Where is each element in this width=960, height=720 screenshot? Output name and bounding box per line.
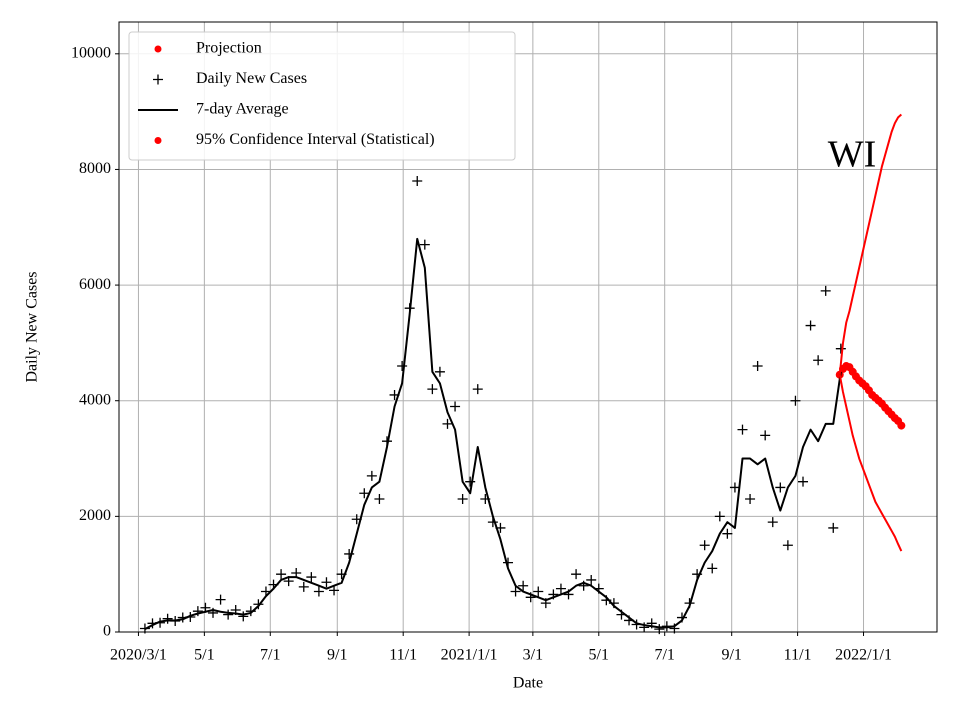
case-point [813, 355, 824, 366]
legend-marker [154, 45, 162, 53]
legend-label: 95% Confidence Interval (Statistical) [196, 131, 435, 148]
legend-marker [154, 137, 162, 144]
case-point [427, 384, 438, 395]
legend-box [128, 31, 516, 161]
case-point [162, 613, 173, 624]
case-point [790, 395, 801, 406]
case-point [412, 176, 423, 187]
y-tick-label: 10000 [71, 44, 111, 61]
legend: Projection Daily New Cases 7-day Average 95… [128, 31, 516, 161]
case-point [457, 494, 468, 505]
case-point [344, 548, 355, 559]
legend-label: Daily New Cases [196, 70, 307, 87]
case-point [518, 580, 529, 591]
projection-point [897, 421, 906, 430]
case-point [835, 343, 846, 354]
x-tick-label: 2020/3/1 [110, 647, 167, 664]
x-tick-label: 2022/1/1 [835, 647, 892, 664]
x-tick-label: 5/1 [589, 647, 609, 664]
case-point [397, 361, 408, 372]
case-point [510, 586, 521, 597]
x-axis-label: Date [513, 675, 543, 692]
case-point [714, 511, 725, 522]
case-point [555, 583, 566, 594]
case-point [820, 285, 831, 296]
x-tick-label: 3/1 [523, 647, 543, 664]
axes-layer: 0 2000 4000 6000 8000 10000 2020/3/1 5/1 7/1 9/1 1… [71, 44, 892, 663]
case-point [729, 482, 740, 493]
case-point [737, 424, 748, 435]
case-point [298, 581, 309, 592]
x-tick-label: 7/1 [260, 647, 280, 664]
case-point [359, 488, 370, 499]
case-point [775, 482, 786, 493]
case-point [306, 572, 317, 583]
case-point [253, 599, 264, 610]
plot-frame [118, 21, 938, 633]
legend-marker [153, 74, 163, 85]
case-point [465, 476, 476, 487]
x-tick-label: 11/1 [389, 647, 417, 664]
case-point [707, 563, 718, 574]
case-point [752, 361, 763, 372]
case-point [533, 586, 544, 597]
legend-label: 7-day Average [196, 101, 289, 118]
case-point [276, 569, 287, 580]
y-tick-label: 6000 [79, 276, 111, 293]
case-point [366, 470, 377, 481]
average-line [144, 237, 842, 630]
x-tick-label: 9/1 [327, 647, 347, 664]
x-tick-label: 7/1 [654, 647, 674, 664]
case-point [699, 540, 710, 551]
case-point [760, 430, 771, 441]
case-point [329, 585, 340, 596]
case-point [419, 239, 430, 250]
case-point [238, 611, 249, 622]
ci-upper [838, 113, 903, 375]
y-tick-label: 8000 [79, 160, 111, 177]
case-point [745, 494, 756, 505]
case-point [450, 401, 461, 412]
case-point [828, 522, 839, 533]
x-tick-label: 9/1 [721, 647, 741, 664]
case-point [313, 586, 324, 597]
case-point [215, 594, 226, 605]
case-point [321, 577, 332, 588]
case-point [442, 418, 453, 429]
case-point [805, 320, 816, 331]
y-tick-label: 0 [103, 623, 111, 640]
x-tick-label: 11/1 [784, 647, 812, 664]
case-point [798, 476, 809, 487]
case-point [722, 528, 733, 539]
annotation: WI [828, 134, 877, 176]
case-point [374, 494, 385, 505]
case-point [223, 609, 234, 620]
x-tick-label: 5/1 [194, 647, 214, 664]
case-point [571, 569, 582, 580]
case-point [472, 384, 483, 395]
ci-lower [838, 374, 903, 552]
case-point [782, 540, 793, 551]
case-point [767, 517, 778, 528]
x-tick-label: 2021/1/1 [441, 647, 498, 664]
marks-layer [139, 113, 906, 635]
y-axis-label: Daily New Cases [24, 271, 41, 382]
case-point [586, 574, 597, 585]
case-point [434, 366, 445, 377]
legend-label: Projection [196, 40, 262, 57]
y-tick-label: 2000 [79, 507, 111, 524]
y-tick-label: 4000 [79, 391, 111, 408]
